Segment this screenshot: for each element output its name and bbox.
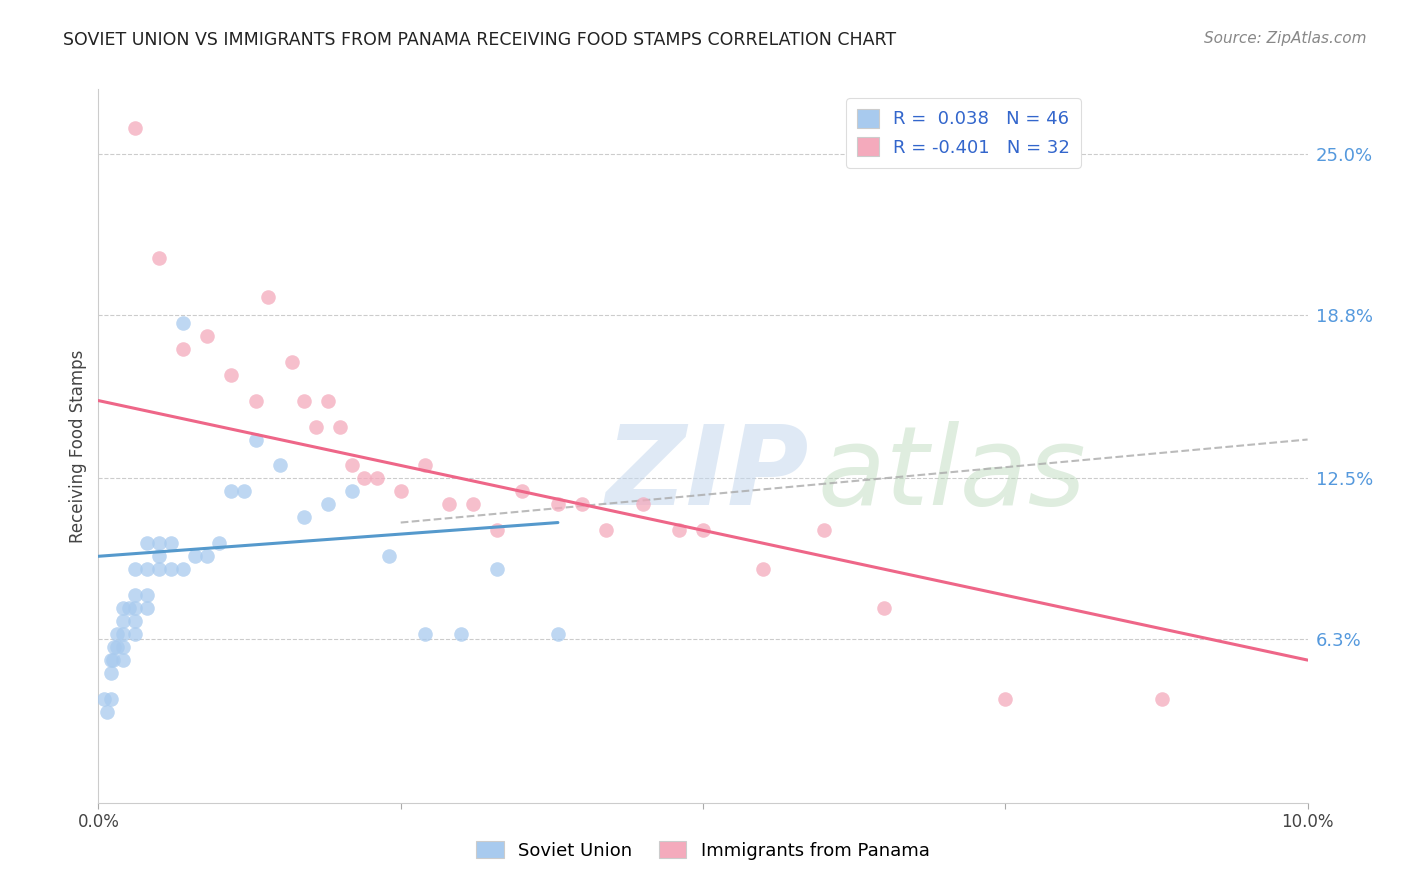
Point <box>148 536 170 550</box>
Point <box>100 653 122 667</box>
Point <box>148 549 170 564</box>
Point <box>1152 692 1174 706</box>
Point <box>292 510 315 524</box>
Point <box>105 640 128 654</box>
Point <box>281 354 304 368</box>
Point <box>111 614 134 628</box>
Point <box>813 524 835 538</box>
Point <box>377 549 399 564</box>
Point <box>195 549 218 564</box>
Point <box>595 524 617 538</box>
Point <box>124 601 146 615</box>
Point <box>329 419 352 434</box>
Text: SOVIET UNION VS IMMIGRANTS FROM PANAMA RECEIVING FOOD STAMPS CORRELATION CHART: SOVIET UNION VS IMMIGRANTS FROM PANAMA R… <box>63 31 897 49</box>
Point <box>413 627 436 641</box>
Point <box>124 562 146 576</box>
Point <box>547 497 569 511</box>
Text: Source: ZipAtlas.com: Source: ZipAtlas.com <box>1204 31 1367 46</box>
Point <box>124 627 146 641</box>
Point <box>232 484 254 499</box>
Point <box>208 536 231 550</box>
Point <box>93 692 115 706</box>
Point <box>100 692 122 706</box>
Point <box>486 524 509 538</box>
Point <box>486 562 509 576</box>
Point <box>135 536 157 550</box>
Point <box>135 588 157 602</box>
Point <box>124 614 146 628</box>
Point <box>245 433 267 447</box>
Point <box>96 705 118 719</box>
Point <box>101 653 124 667</box>
Point <box>463 497 485 511</box>
Point <box>692 524 714 538</box>
Point <box>172 342 194 356</box>
Point <box>353 471 375 485</box>
Point <box>184 549 207 564</box>
Point <box>437 497 460 511</box>
Legend: R =  0.038   N = 46, R = -0.401   N = 32: R = 0.038 N = 46, R = -0.401 N = 32 <box>846 98 1081 168</box>
Point <box>105 627 128 641</box>
Point <box>316 497 339 511</box>
Point <box>221 368 243 382</box>
Point <box>245 393 267 408</box>
Point <box>111 640 134 654</box>
Point <box>389 484 412 499</box>
Point <box>994 692 1017 706</box>
Point <box>111 601 134 615</box>
Point <box>342 458 364 473</box>
Point <box>172 562 194 576</box>
Y-axis label: Receiving Food Stamps: Receiving Food Stamps <box>69 350 87 542</box>
Point <box>103 640 125 654</box>
Point <box>135 601 157 615</box>
Point <box>124 121 146 136</box>
Point <box>366 471 388 485</box>
Point <box>148 251 170 265</box>
Point <box>450 627 472 641</box>
Point <box>160 536 183 550</box>
Point <box>571 497 593 511</box>
Point <box>111 627 134 641</box>
Point <box>873 601 896 615</box>
Point <box>160 562 183 576</box>
Point <box>111 653 134 667</box>
Point <box>221 484 243 499</box>
Point <box>100 666 122 681</box>
Point <box>510 484 533 499</box>
Point <box>668 524 690 538</box>
Point <box>342 484 364 499</box>
Point <box>547 627 569 641</box>
Point <box>148 562 170 576</box>
Point <box>316 393 339 408</box>
Point <box>135 562 157 576</box>
Point <box>124 588 146 602</box>
Point <box>118 601 141 615</box>
Point <box>413 458 436 473</box>
Point <box>292 393 315 408</box>
Point <box>752 562 775 576</box>
Text: ZIP: ZIP <box>606 421 810 528</box>
Point <box>195 328 218 343</box>
Legend: Soviet Union, Immigrants from Panama: Soviet Union, Immigrants from Panama <box>470 834 936 867</box>
Point <box>256 290 278 304</box>
Point <box>172 316 194 330</box>
Point <box>305 419 328 434</box>
Text: atlas: atlas <box>818 421 1087 528</box>
Point <box>631 497 654 511</box>
Point <box>269 458 291 473</box>
